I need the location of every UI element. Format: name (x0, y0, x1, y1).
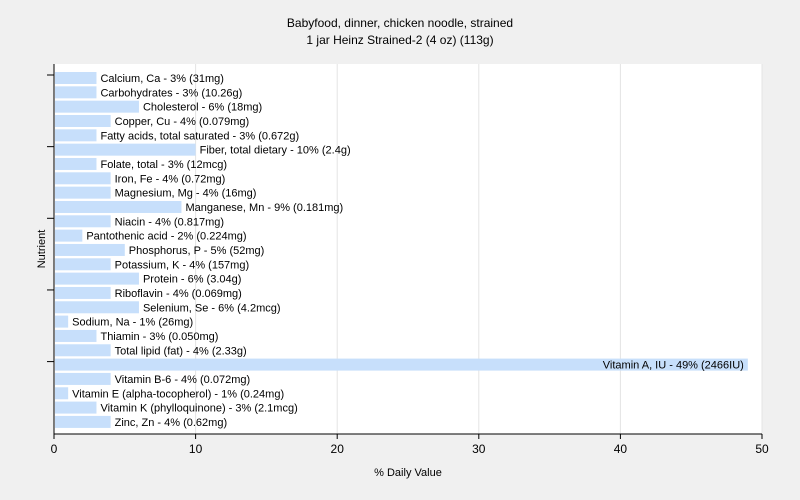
bar-data-label: Total lipid (fat) - 4% (2.33g) (115, 345, 247, 357)
bar-data-label: Iron, Fe - 4% (0.72mg) (115, 173, 226, 185)
bar (55, 200, 182, 213)
bar (55, 344, 111, 357)
bar-data-label: Folate, total - 3% (12mcg) (100, 159, 227, 171)
bar-data-label: Sodium, Na - 1% (26mg) (72, 317, 193, 329)
bar (55, 129, 97, 142)
bar-data-label: Vitamin B-6 - 4% (0.072mg) (115, 374, 251, 386)
bar (55, 229, 83, 242)
chart-title: Babyfood, dinner, chicken noodle, strain… (287, 16, 513, 30)
y-axis-label: Nutrient (36, 230, 48, 269)
bar-data-label: Magnesium, Mg - 4% (16mg) (115, 188, 257, 200)
bar (55, 415, 111, 428)
bar-data-label: Calcium, Ca - 3% (31mg) (100, 73, 223, 85)
bar-data-label: Cholesterol - 6% (18mg) (143, 102, 262, 114)
bar-data-label: Carbohydrates - 3% (10.26g) (100, 87, 242, 99)
bar-data-label: Fiber, total dietary - 10% (2.4g) (200, 145, 351, 157)
bar-data-label: Vitamin K (phylloquinone) - 3% (2.1mcg) (100, 403, 297, 415)
bar-data-label: Protein - 6% (3.04g) (143, 274, 241, 286)
grid-lines (195, 64, 763, 434)
bar-data-label: Phosphorus, P - 5% (52mg) (129, 245, 265, 257)
x-tick-label: 50 (755, 442, 769, 456)
x-tick-label: 20 (331, 442, 345, 456)
bar-data-label: Vitamin E (alpha-tocopherol) - 1% (0.24m… (72, 388, 284, 400)
bar (55, 387, 69, 400)
bar (55, 157, 97, 170)
bar (55, 358, 748, 371)
bar-data-label: Thiamin - 3% (0.050mg) (100, 331, 218, 343)
bar-data-label: Vitamin A, IU - 49% (2466IU) (603, 360, 744, 372)
bar-data-label: Pantothenic acid - 2% (0.224mg) (86, 231, 246, 243)
chart-subtitle: 1 jar Heinz Strained-2 (4 oz) (113g) (306, 33, 493, 47)
bar (55, 100, 139, 113)
bar (55, 315, 69, 328)
bar-data-label: Manganese, Mn - 9% (0.181mg) (185, 202, 343, 214)
bar (55, 301, 139, 314)
bar (55, 143, 196, 156)
x-tick-label: 10 (189, 442, 203, 456)
bar-data-label: Copper, Cu - 4% (0.079mg) (115, 116, 250, 128)
bar-series (55, 72, 748, 428)
bar (55, 86, 97, 99)
bar-labels: Calcium, Ca - 3% (31mg) Carbohydrates - 3… (72, 73, 744, 429)
bar (55, 372, 111, 385)
bar (55, 172, 111, 185)
bar (55, 401, 97, 414)
bar (55, 114, 111, 127)
bar (55, 186, 111, 199)
bar-data-label: Selenium, Se - 6% (4.2mcg) (143, 302, 281, 314)
bar-data-label: Riboflavin - 4% (0.069mg) (115, 288, 242, 300)
bar (55, 272, 139, 285)
x-tick-label: 0 (51, 442, 58, 456)
bar (55, 286, 111, 299)
bar-data-label: Potassium, K - 4% (157mg) (115, 259, 250, 271)
bar (55, 243, 125, 256)
bar-data-label: Niacin - 4% (0.817mg) (115, 216, 224, 228)
bar-data-label: Fatty acids, total saturated - 3% (0.672… (100, 130, 299, 142)
x-axis-label: % Daily Value (374, 467, 442, 479)
bar (55, 215, 111, 228)
x-tick-label: 30 (472, 442, 486, 456)
x-tick-label: 40 (614, 442, 628, 456)
plot-area (54, 64, 762, 434)
bar (55, 72, 97, 84)
bar (55, 258, 111, 271)
bar-data-label: Zinc, Zn - 4% (0.62mg) (115, 417, 227, 429)
axes (47, 64, 763, 439)
bar (55, 329, 97, 342)
x-tick-labels: 0 10 20 30 40 50 (51, 442, 769, 456)
